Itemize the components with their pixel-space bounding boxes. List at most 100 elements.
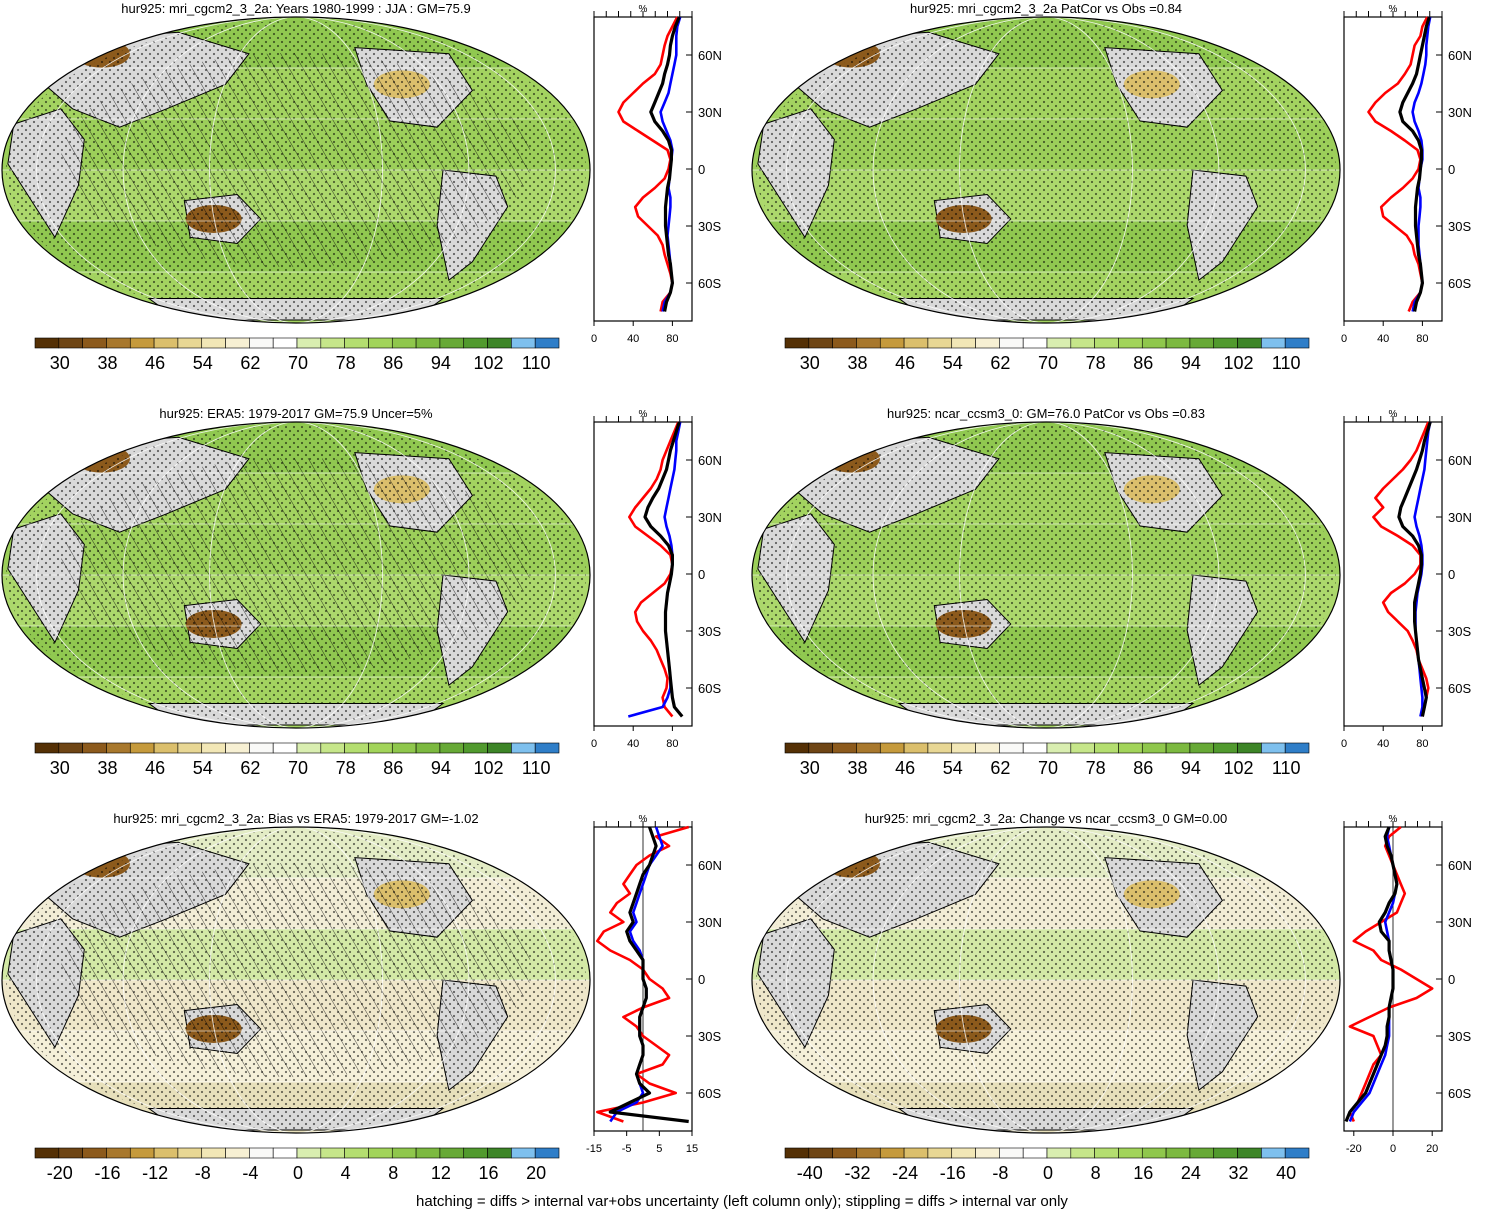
- map-border: [1, 16, 591, 324]
- graticule-line: [872, 422, 1220, 728]
- profile-x-label: 0: [1341, 333, 1347, 345]
- profile-series-black: [1398, 16, 1431, 312]
- map-border: [751, 421, 1341, 729]
- profile-unit-label: %: [639, 814, 648, 825]
- profile-lat-label: 30N: [1448, 915, 1472, 930]
- profile-lat-label: 0: [1448, 162, 1455, 177]
- colorbar-swatch: [1261, 742, 1286, 754]
- colorbar-label: 102: [1224, 353, 1254, 373]
- colorbar-swatch: [1046, 1147, 1072, 1159]
- profile-unit-label: %: [1389, 814, 1398, 825]
- panel: hur925: mri_cgcm2_3_2a: Change vs ncar_c…: [751, 811, 1341, 1183]
- colorbar-swatch: [391, 742, 417, 754]
- colorbar-label: -12: [142, 1163, 168, 1183]
- colorbar-swatch: [903, 1147, 929, 1159]
- colorbar-swatch: [856, 337, 881, 349]
- colorbar-swatch: [784, 1147, 810, 1159]
- graticule-line: [36, 422, 556, 728]
- colorbar-swatch: [534, 1147, 560, 1159]
- colorbar-swatch: [82, 337, 107, 349]
- colorbar-swatch: [129, 337, 155, 349]
- profile-lat-label: 60N: [698, 858, 722, 873]
- colorbar-label: 32: [1229, 1163, 1249, 1183]
- graticule-line: [959, 422, 1133, 728]
- profile-lat-label: 60N: [698, 453, 722, 468]
- footer-note: hatching = diffs > internal var+obs unce…: [416, 1193, 1068, 1210]
- profile-series-black: [608, 826, 689, 1124]
- colorbar-swatch: [487, 1147, 512, 1159]
- colorbar-swatch: [903, 742, 929, 754]
- colorbar-swatch: [463, 1147, 488, 1159]
- colorbar-swatch: [439, 1147, 465, 1159]
- colorbar-label: 78: [1086, 353, 1106, 373]
- colorbar: -20 -16 -12 -8 -4 0 4 8 12 16 20: [34, 1147, 560, 1183]
- profile-lat-label: 30N: [1448, 105, 1472, 120]
- zonal-profile: % 60N 30N 0 30S 60S 0 40 80: [591, 4, 722, 345]
- colorbar-swatch: [1118, 1147, 1143, 1159]
- profile-x-label: 0: [1390, 1143, 1396, 1155]
- colorbar-swatch: [201, 337, 226, 349]
- colorbar-label: 86: [383, 353, 403, 373]
- colorbar-swatch: [1118, 742, 1143, 754]
- colorbar-swatch: [58, 1147, 83, 1159]
- colorbar-swatch: [1213, 1147, 1238, 1159]
- colorbar-swatch: [153, 742, 179, 754]
- colorbar-swatch: [415, 742, 441, 754]
- colorbar-swatch: [511, 742, 536, 754]
- profile-x-label: 40: [627, 738, 639, 750]
- colorbar-label: 110: [1272, 353, 1301, 373]
- profile-x-label: -15: [586, 1143, 602, 1155]
- profile-lat-label: 0: [1448, 972, 1455, 987]
- hatching: [60, 457, 532, 673]
- graticule-line: [872, 17, 1220, 323]
- dry-region: [550, 463, 590, 492]
- colorbar-swatch: [487, 742, 512, 754]
- colorbar-label: 4: [341, 1163, 351, 1183]
- colorbar-label: 20: [526, 1163, 546, 1183]
- colorbar-label: 86: [1133, 758, 1153, 778]
- hatching: [60, 862, 532, 1078]
- colorbar-label: 94: [1181, 353, 1201, 373]
- colorbar-swatch: [368, 337, 393, 349]
- profile-lat-label: 60N: [1448, 858, 1472, 873]
- graticule-line: [209, 17, 383, 323]
- colorbar-label: -24: [892, 1163, 918, 1183]
- colorbar-swatch: [1213, 742, 1238, 754]
- profile-lat-label: 60S: [698, 681, 721, 696]
- colorbar-swatch: [106, 742, 131, 754]
- colorbar-swatch: [534, 742, 560, 754]
- colorbar-label: 46: [145, 758, 165, 778]
- colorbar-swatch: [903, 337, 929, 349]
- colorbar-swatch: [153, 337, 179, 349]
- colorbar-swatch: [999, 742, 1024, 754]
- colorbar-swatch: [272, 1147, 298, 1159]
- profile-lat-label: 30S: [1448, 1029, 1471, 1044]
- colorbar-label: 62: [240, 353, 260, 373]
- profile-lat-label: 30S: [1448, 624, 1471, 639]
- colorbar-label: -32: [844, 1163, 870, 1183]
- profile-unit-label: %: [1389, 4, 1398, 15]
- colorbar-label: -16: [940, 1163, 966, 1183]
- profile-x-label: 0: [1341, 738, 1347, 750]
- colorbar-swatch: [1094, 1147, 1119, 1159]
- colorbar-label: 30: [50, 758, 70, 778]
- colorbar-swatch: [320, 742, 345, 754]
- colorbar-swatch: [225, 742, 250, 754]
- colorbar-swatch: [975, 1147, 1000, 1159]
- colorbar-label: 8: [1091, 1163, 1101, 1183]
- colorbar-swatch: [1165, 337, 1191, 349]
- colorbar-label: 46: [145, 353, 165, 373]
- profile-lat-label: 30S: [698, 219, 721, 234]
- colorbar-swatch: [439, 337, 465, 349]
- colorbar-swatch: [415, 1147, 441, 1159]
- profile-unit-label: %: [639, 4, 648, 15]
- profile-lat-label: 60N: [698, 48, 722, 63]
- profile-x-label: 40: [627, 333, 639, 345]
- profile-lat-label: 30S: [1448, 219, 1471, 234]
- panel: hur925: mri_cgcm2_3_2a PatCor vs Obs =0.…: [751, 1, 1341, 373]
- colorbar-label: 0: [1043, 1163, 1053, 1183]
- profile-unit-label: %: [1389, 409, 1398, 420]
- panel-title: hur925: mri_cgcm2_3_2a: Bias vs ERA5: 19…: [113, 811, 478, 826]
- colorbar-label: 78: [336, 353, 356, 373]
